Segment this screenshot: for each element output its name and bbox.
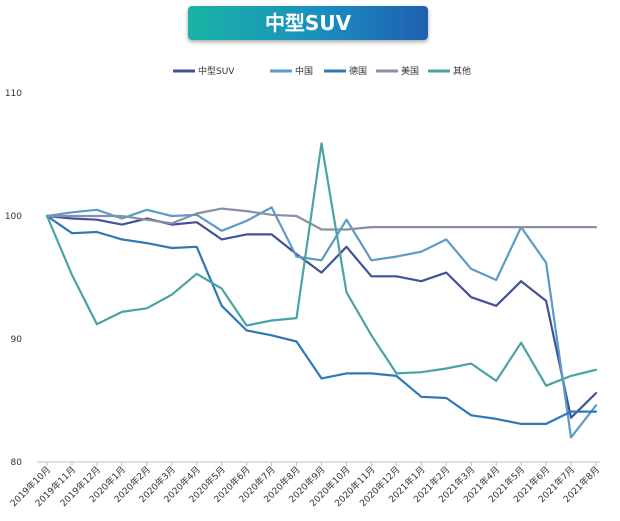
legend-label: 中型SUV [198, 65, 235, 77]
y-tick-label: 90 [11, 335, 23, 345]
series-line-1 [45, 206, 598, 439]
y-tick-label: 110 [5, 89, 22, 99]
legend-label: 德国 [349, 65, 367, 77]
legend-label: 美国 [401, 65, 419, 77]
series-line-4 [45, 142, 598, 387]
series-lines [45, 142, 598, 439]
y-tick-labels: 80 90 100 110 [5, 89, 22, 468]
series-line-3 [45, 207, 598, 231]
series-line-0 [45, 214, 598, 419]
legend-label: 中国 [295, 65, 313, 77]
y-tick-label: 100 [5, 212, 22, 222]
series-line-2 [45, 214, 598, 425]
axes [37, 461, 600, 466]
x-tick-labels: 2019年10月2019年11月2019年12月2020年1月2020年2月20… [8, 464, 603, 510]
legend-label: 其他 [453, 65, 471, 77]
title-banner: 中型SUV [188, 6, 428, 40]
legend: 中型SUV 中国 德国 美国 其他 [173, 65, 471, 77]
chart-title: 中型SUV [264, 11, 352, 35]
y-tick-label: 80 [11, 458, 23, 468]
